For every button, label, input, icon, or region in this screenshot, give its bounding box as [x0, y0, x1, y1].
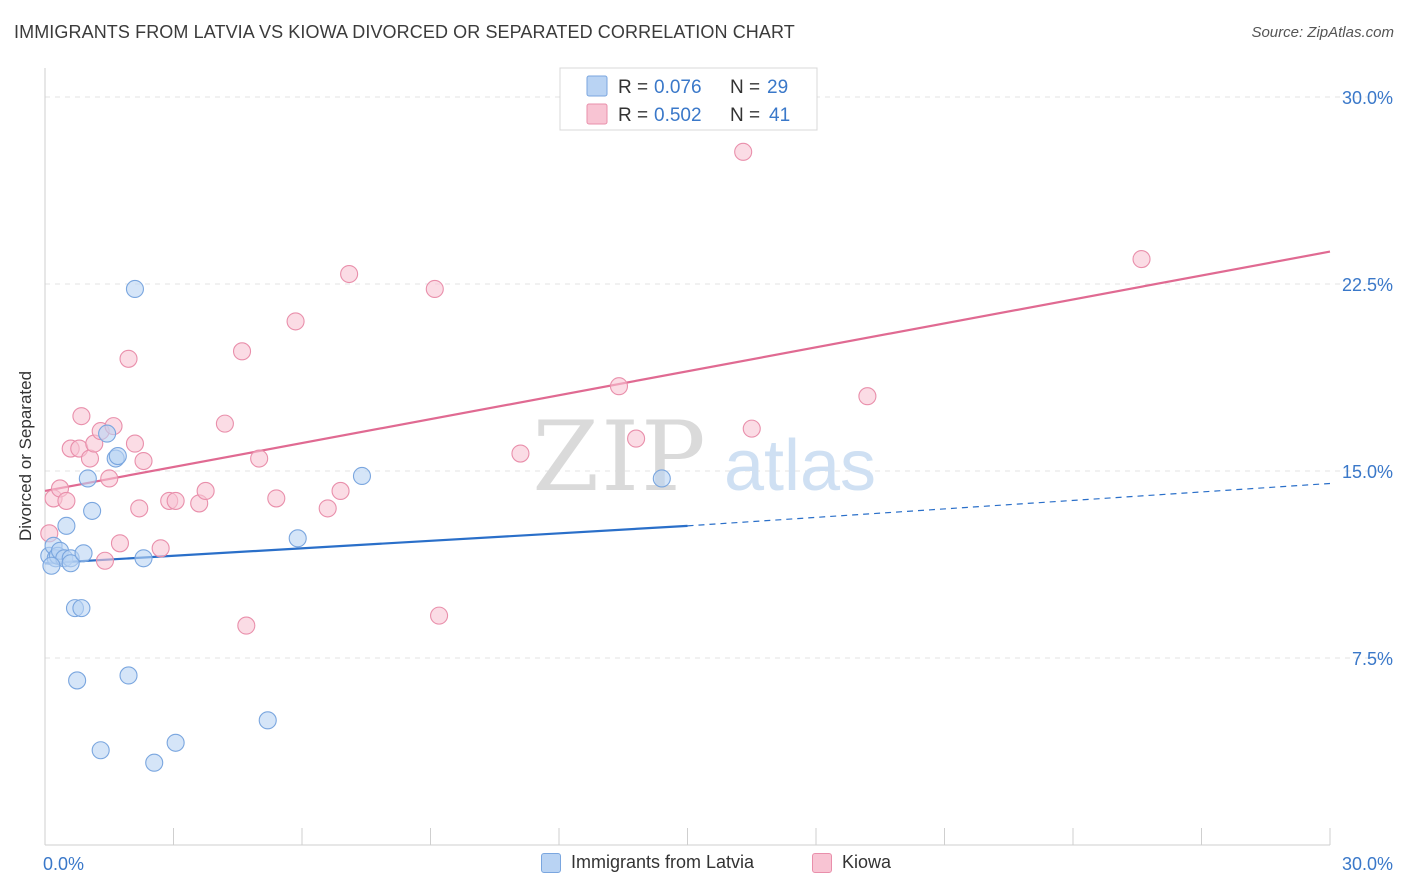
point-kiowa-23 [215, 414, 234, 433]
legend-n-label-2: N = [730, 105, 760, 126]
point-latvia-11 [72, 599, 91, 618]
trend-line-latvia-projection [687, 482, 1331, 527]
axes [44, 68, 1331, 846]
point-latvia-15 [91, 741, 110, 760]
point-kiowa-20 [166, 491, 185, 510]
x-tick-label-1: 30.0% [1342, 854, 1393, 874]
point-latvia-19 [125, 279, 144, 299]
point-kiowa-28 [286, 312, 305, 331]
point-kiowa-39 [858, 387, 877, 406]
point-kiowa-17 [134, 451, 153, 471]
legend-n-label-1: N = [730, 77, 760, 98]
point-kiowa-18 [151, 539, 170, 558]
point-kiowa-37 [734, 142, 753, 161]
point-kiowa-33 [430, 606, 449, 625]
point-kiowa-38 [742, 419, 761, 438]
point-latvia-14 [83, 501, 102, 520]
y-tick-label-0: 7.5% [1352, 649, 1393, 669]
point-latvia-27 [108, 446, 127, 466]
point-kiowa-24 [232, 342, 252, 361]
point-latvia-18 [119, 666, 138, 685]
legend-n-value-2: 41 [769, 105, 790, 126]
point-kiowa-13 [110, 534, 130, 553]
point-kiowa-15 [125, 434, 144, 453]
point-latvia-12 [74, 544, 93, 563]
point-kiowa-32 [425, 279, 444, 299]
data-points [40, 142, 1151, 772]
legend-swatch-latvia-bottom [541, 852, 561, 873]
point-kiowa-27 [267, 489, 286, 508]
legend-label-latvia: Immigrants from Latvia [571, 852, 755, 872]
point-kiowa-14 [119, 349, 138, 368]
point-kiowa-3 [57, 491, 76, 510]
legend-r-label-1: R = [618, 77, 648, 98]
stats-legend: R = 0.076 N = 29 R = 0.502 N = 41 [559, 67, 818, 131]
x-tick-label-0: 0.0% [43, 854, 84, 874]
y-tick-label-3: 30.0% [1342, 88, 1393, 108]
y-tick-label-1: 15.0% [1342, 462, 1393, 482]
point-latvia-16 [98, 424, 117, 443]
point-latvia-22 [166, 733, 185, 752]
point-latvia-28 [42, 556, 61, 575]
point-latvia-24 [288, 529, 307, 548]
point-kiowa-29 [318, 499, 337, 518]
point-latvia-8 [61, 554, 80, 573]
legend-r-value-2: 0.502 [654, 105, 702, 126]
point-kiowa-30 [331, 481, 350, 500]
source-label: Source: ZipAtlas.com [1251, 24, 1394, 41]
watermark-atlas: atlas [724, 426, 876, 506]
point-latvia-26 [652, 469, 671, 488]
point-kiowa-16 [130, 499, 149, 518]
legend-r-label-2: R = [618, 105, 648, 126]
legend-label-kiowa: Kiowa [842, 852, 892, 872]
point-latvia-6 [57, 516, 76, 535]
legend-swatch-kiowa-bottom [812, 852, 832, 873]
point-kiowa-22 [196, 481, 215, 500]
point-kiowa-34 [511, 444, 530, 463]
point-latvia-25 [352, 466, 372, 486]
point-kiowa-35 [609, 377, 629, 396]
point-kiowa-6 [72, 407, 91, 426]
point-kiowa-31 [340, 264, 359, 284]
point-latvia-13 [78, 469, 97, 488]
series-legend: Immigrants from Latvia Kiowa [0, 850, 1406, 880]
legend-swatch-kiowa [586, 103, 608, 125]
point-latvia-20 [134, 549, 153, 568]
legend-item-kiowa[interactable]: Kiowa [812, 852, 891, 873]
legend-swatch-latvia [586, 75, 608, 97]
watermark: ZIP atlas [532, 401, 876, 513]
legend-n-value-1: 29 [767, 77, 788, 98]
point-kiowa-26 [250, 449, 269, 468]
legend-r-value-1: 0.076 [654, 77, 702, 98]
point-kiowa-36 [627, 429, 646, 448]
y-tick-label-2: 22.5% [1342, 275, 1393, 295]
point-kiowa-40 [1132, 250, 1151, 269]
point-kiowa-11 [100, 469, 119, 488]
point-kiowa-7 [80, 449, 100, 468]
legend-item-latvia[interactable]: Immigrants from Latvia [541, 852, 754, 873]
tick-labels: 7.5% 15.0% 22.5% 30.0% 0.0% 30.0% [43, 88, 1393, 874]
point-latvia-23 [258, 711, 277, 730]
point-latvia-10 [68, 671, 87, 690]
point-latvia-21 [145, 753, 164, 772]
point-kiowa-10 [95, 551, 115, 570]
point-kiowa-25 [237, 616, 256, 635]
gridlines [45, 96, 1393, 659]
watermark-zip: ZIP [532, 401, 707, 513]
chart-title: IMMIGRANTS FROM LATVIA VS KIOWA DIVORCED… [14, 22, 795, 42]
